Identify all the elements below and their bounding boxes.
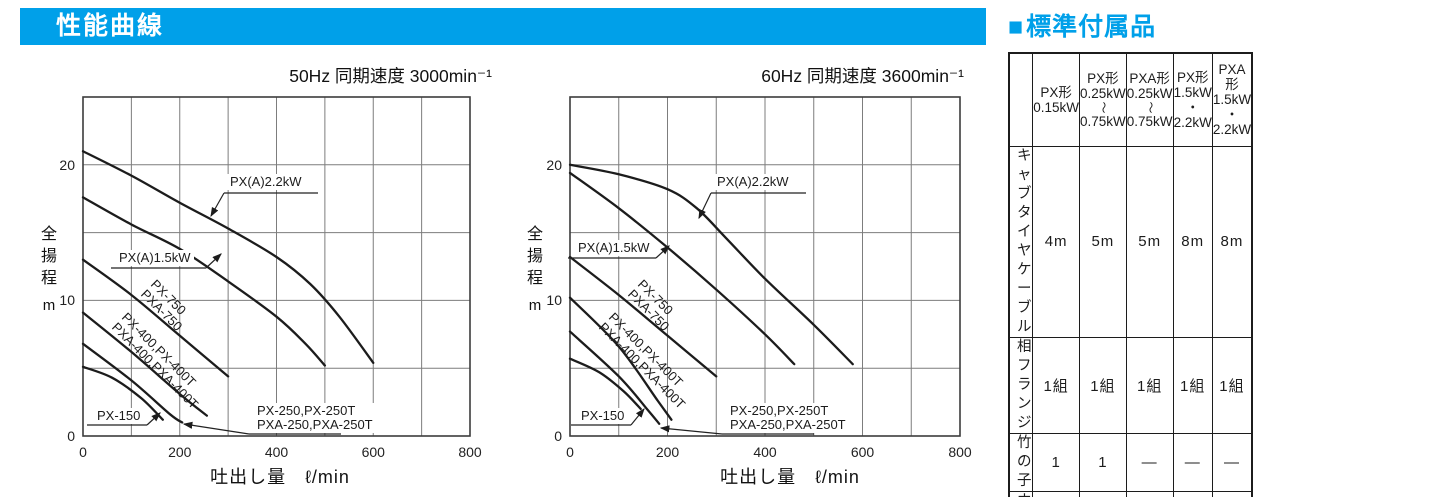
column-header: PX形 0.25kW 〜 0.75kW bbox=[1079, 52, 1127, 147]
series-label: PX-150 bbox=[94, 408, 144, 424]
curve-PX-400,PX-400T,PXA-400,PXA-400T bbox=[81, 311, 208, 417]
series-label: PX-400,PX-400TPXA-400,PXA-400T bbox=[109, 310, 211, 412]
table-cell: 1組 bbox=[1079, 336, 1127, 434]
x-axis-label-50hz: 吐出し量 ℓ/min bbox=[210, 467, 350, 487]
table-cell: 1 bbox=[1079, 490, 1127, 497]
x-tick: 400 bbox=[753, 444, 777, 460]
x-tick: 200 bbox=[655, 444, 680, 460]
section-title: 性能曲線 bbox=[56, 12, 165, 40]
y-tick: 20 bbox=[546, 156, 562, 173]
x-tick: 0 bbox=[566, 444, 574, 460]
accessories-table: PX形 0.15kW PX形 0.25kW 〜 0.75kW PXA形 0.25kW 〜 0.75… bbox=[1008, 52, 1254, 497]
y-tick: 10 bbox=[59, 292, 75, 309]
table-row: 相フランジ 1組 1組 1組 1組 1組 bbox=[1008, 336, 1253, 434]
blue-square-icon: ■ bbox=[1008, 13, 1025, 41]
y-axis-label-60hz: 全揚程 m bbox=[526, 226, 543, 314]
table-cell: 1 bbox=[1032, 490, 1080, 497]
section-header: 性能曲線 bbox=[20, 8, 986, 45]
table-row: 竹の子 1 1— — — bbox=[1008, 432, 1253, 492]
series-label: PX-250,PX-250T PXA-250,PXA-250T bbox=[727, 403, 849, 433]
x-tick: 800 bbox=[948, 444, 972, 460]
row-label: キャブタイヤ ケーブル bbox=[1008, 145, 1034, 338]
column-header: PX形 1.5kW ・ 2.2kW bbox=[1172, 52, 1213, 147]
row-label: 相フランジ bbox=[1008, 336, 1034, 434]
curve-PX-400,PX-400T,PXA-400,PXA-400T bbox=[568, 296, 673, 421]
table-cell: — bbox=[1125, 432, 1174, 492]
row-label: 竹の子 bbox=[1008, 432, 1034, 492]
curve-PX-150 bbox=[568, 357, 642, 411]
curve-PX(A)2.2kW bbox=[81, 150, 375, 364]
table-cell: — bbox=[1125, 490, 1174, 497]
chart-title-50hz: 50Hz 同期速度 3000min⁻¹ bbox=[289, 66, 492, 86]
x-tick: 800 bbox=[458, 444, 482, 460]
x-tick: 200 bbox=[168, 444, 192, 460]
accessories-title: ■標準付属品 bbox=[1008, 13, 1157, 41]
table-cell: — bbox=[1211, 490, 1253, 497]
table-cell: 8m bbox=[1211, 145, 1253, 338]
table-cell: 1組 bbox=[1032, 336, 1080, 434]
table-cell: 1 bbox=[1032, 432, 1080, 492]
table-cell: — bbox=[1211, 432, 1253, 492]
column-header: PXA形 1.5kW ・ 2.2kW bbox=[1211, 52, 1253, 147]
curve-PX-250,PX-250T,PXA-250,PXA-250T bbox=[568, 330, 661, 425]
accessories-panel: ■標準付属品 PX形 0.15kW PX形 0.25kW 〜 0.75kW PXA形 0.25… bbox=[1008, 12, 1254, 497]
chart-title-60hz: 60Hz 同期速度 3600min⁻¹ bbox=[761, 66, 964, 86]
series-label: PX(A)1.5kW bbox=[575, 240, 653, 256]
y-tick: 20 bbox=[59, 156, 75, 173]
curve-PX-750,PXA-750 bbox=[81, 258, 230, 378]
table-cell: 1組 bbox=[1172, 336, 1213, 434]
series-label: PX(A)1.5kW bbox=[116, 250, 194, 266]
curve-PX(A)1.5kW bbox=[568, 171, 796, 366]
table-cell: 4m bbox=[1032, 145, 1080, 338]
column-header: PX形 0.15kW bbox=[1032, 52, 1080, 147]
table-row: ホースバンド11——— bbox=[1008, 490, 1253, 497]
series-label: PX(A)2.2kW bbox=[714, 174, 792, 190]
table-cell: — bbox=[1172, 432, 1213, 492]
table-cell: 8m bbox=[1172, 145, 1213, 338]
y-tick: 0 bbox=[554, 428, 562, 444]
table-header-row: PX形 0.15kW PX形 0.25kW 〜 0.75kW PXA形 0.25kW 〜 0.75… bbox=[1008, 52, 1253, 147]
y-axis-label-50hz: 全揚程 m bbox=[40, 226, 57, 314]
table-cell: 1 bbox=[1079, 432, 1127, 492]
table-cell: 5m bbox=[1079, 145, 1127, 338]
series-label: PX-400,PX-400TPXA-400,PXA-400T bbox=[596, 310, 698, 412]
table-row: キャブタイヤ ケーブル 4m 5m 5m 8m 8m bbox=[1008, 145, 1253, 338]
curve-PX(A)1.5kW bbox=[81, 196, 327, 367]
column-header: PXA形 0.25kW 〜 0.75kW bbox=[1125, 52, 1174, 147]
series-label: PX(A)2.2kW bbox=[227, 174, 305, 190]
x-tick: 0 bbox=[79, 444, 87, 460]
row-label: ホースバンド bbox=[1008, 490, 1034, 497]
y-tick: 10 bbox=[546, 292, 562, 309]
series-label: PX-250,PX-250T PXA-250,PXA-250T bbox=[254, 403, 376, 433]
table-cell: — bbox=[1172, 490, 1213, 497]
x-axis-label-60hz: 吐出し量 ℓ/min bbox=[720, 467, 860, 487]
table-cell: 5m bbox=[1125, 145, 1174, 338]
series-label: PX-150 bbox=[578, 408, 628, 424]
x-tick: 400 bbox=[264, 444, 289, 460]
table-cell: 1組 bbox=[1211, 336, 1253, 434]
x-tick: 600 bbox=[850, 444, 875, 460]
curve-PX-250,PX-250T,PXA-250,PXA-250T bbox=[81, 342, 184, 424]
y-tick: 0 bbox=[67, 428, 75, 444]
curve-PX(A)2.2kW bbox=[568, 163, 854, 366]
column-header bbox=[1008, 52, 1034, 147]
x-tick: 600 bbox=[361, 444, 385, 460]
table-cell: 1組 bbox=[1125, 336, 1174, 434]
curve-PX-750,PXA-750 bbox=[568, 255, 718, 378]
curve-PX-150 bbox=[81, 365, 164, 421]
